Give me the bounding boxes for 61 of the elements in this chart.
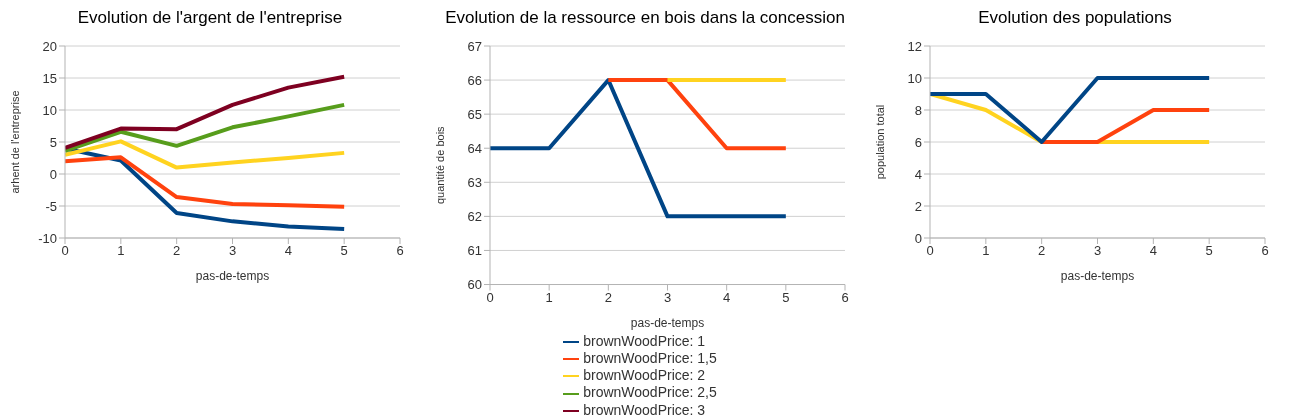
- x-tick-label: 1: [982, 243, 990, 259]
- x-tick-label: 6: [396, 243, 404, 259]
- chart-title: Evolution des populations: [977, 8, 1173, 29]
- y-tick-label: 8: [914, 102, 922, 118]
- line-series: [65, 102, 347, 153]
- y-tick-label: 12: [907, 38, 922, 54]
- x-tick-label: 5: [782, 289, 790, 305]
- y-tick-label: -5: [45, 198, 57, 214]
- y-tick-label: 10: [42, 102, 57, 118]
- y-tick-label: 65: [467, 106, 482, 122]
- y-tick-label: 5: [49, 134, 57, 150]
- x-tick-label: 2: [1038, 243, 1046, 259]
- x-tick-label: 3: [1093, 243, 1102, 259]
- x-tick-label: 0: [61, 243, 69, 259]
- x-tick-label: 5: [340, 243, 348, 259]
- legend-label: brownWoodPrice: 2: [583, 367, 706, 384]
- legend-label: brownWoodPrice: 3: [583, 401, 706, 418]
- x-tick-label: 6: [1261, 243, 1269, 259]
- x-tick-label: 6: [841, 289, 849, 305]
- x-tick-label: 2: [604, 289, 612, 305]
- y-tick-label: 0: [49, 166, 57, 182]
- line-series: [65, 139, 347, 170]
- legend-label: brownWoodPrice: 1,5: [583, 349, 717, 366]
- y-axis-title: population total: [873, 104, 886, 180]
- y-tick-label: 63: [467, 174, 482, 190]
- y-tick-label: 60: [467, 277, 482, 293]
- y-tick-label: 67: [467, 38, 482, 54]
- legend-label: brownWoodPrice: 2,5: [583, 384, 717, 401]
- y-axis-title: arhent de l'entreprise: [8, 90, 21, 194]
- y-axis-title: quantité de bois: [433, 125, 446, 205]
- x-axis-title: pas-de-temps: [1060, 269, 1135, 283]
- line-series: [65, 74, 347, 150]
- y-tick-label: 2: [914, 198, 922, 214]
- y-tick-label: 20: [42, 38, 57, 54]
- chart-title: Evolution de la ressource en bois dans la concession: [444, 8, 846, 29]
- line-series: [65, 155, 347, 209]
- y-tick-label: 10: [907, 70, 922, 86]
- y-tick-label: 0: [914, 230, 922, 246]
- chart-title: Evolution de l'argent de l'entreprise: [76, 8, 344, 29]
- x-tick-label: 5: [1205, 243, 1213, 259]
- x-axis-title: pas-de-temps: [195, 269, 270, 283]
- x-axis-title: pas-de-temps: [630, 315, 705, 330]
- x-tick-label: 2: [173, 243, 181, 259]
- y-tick-label: 6: [914, 134, 922, 150]
- x-tick-label: 3: [228, 243, 237, 259]
- y-tick-label: 15: [42, 70, 57, 86]
- x-tick-label: 3: [663, 289, 672, 305]
- x-tick-label: 4: [284, 243, 292, 259]
- y-tick-label: 61: [467, 243, 482, 259]
- x-tick-label: 0: [926, 243, 934, 259]
- x-tick-label: 0: [486, 289, 494, 305]
- y-tick-label: 66: [467, 72, 482, 88]
- x-tick-label: 1: [117, 243, 125, 259]
- y-tick-label: 4: [914, 166, 922, 182]
- y-tick-label: -10: [38, 230, 57, 246]
- y-tick-label: 64: [467, 140, 482, 156]
- y-tick-label: 62: [467, 208, 482, 224]
- x-tick-label: 1: [545, 289, 553, 305]
- x-tick-label: 4: [1149, 243, 1157, 259]
- x-tick-label: 4: [723, 289, 731, 305]
- legend-label: brownWoodPrice: 1: [583, 332, 706, 349]
